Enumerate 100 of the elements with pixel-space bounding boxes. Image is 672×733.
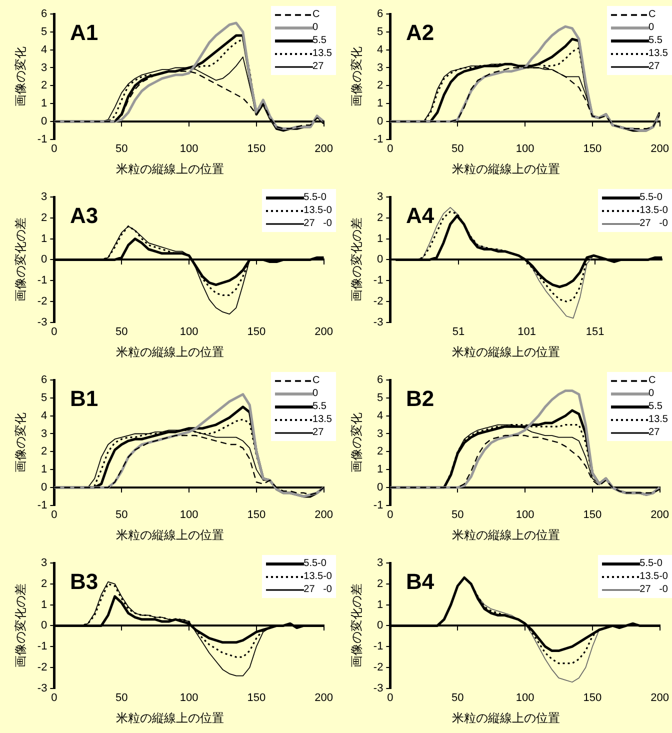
legend-label: 27 [312,60,324,73]
x-tick-label: 50 [115,326,128,338]
y-tick-label: 2 [377,578,384,590]
y-tick-label: 3 [41,191,48,204]
x-tick-label: 200 [314,326,334,338]
legend-label: 0 [312,387,318,400]
chart-title: A2 [406,20,434,46]
y-tick-label: 1 [41,98,48,110]
y-tick-label: 4 [41,44,48,56]
x-axis-title: 米粒の縦線上の位置 [452,711,560,726]
legend-label: 13.5 [648,47,668,60]
y-tick-label: 2 [377,80,384,92]
y-tick-label: 1 [41,598,48,611]
legend-label: 5.5 [648,34,662,47]
legend-label: C [312,374,320,387]
legend-label: 0 [648,21,654,34]
x-tick-label: 0 [51,692,58,704]
x-tick-label: 101 [518,326,536,338]
y-tick-label: -3 [373,316,384,328]
legend-label: 13.5 [312,413,332,426]
y-tick-label: 4 [41,410,48,422]
x-tick-label: 200 [650,143,670,156]
y-tick-label: -1 [373,499,384,512]
y-tick-label: 1 [377,598,384,611]
y-tick-label: 2 [377,212,384,224]
y-tick-label: 0 [377,116,384,128]
y-tick-label: 1 [377,464,384,476]
chart-title: B2 [406,386,434,412]
y-tick-label: 3 [377,557,384,570]
y-tick-label: 0 [377,254,384,266]
y-tick-label: -3 [373,682,384,694]
y-tick-label: 3 [41,62,48,74]
chart-title: B4 [406,569,434,595]
y-axis-title: 画像の変化の差 [350,584,364,668]
legend-label: 27 [648,426,660,439]
y-tick-label: -2 [37,296,48,308]
x-tick-label: 0 [51,326,58,338]
x-tick-label: 100 [180,143,198,156]
x-tick-label: 150 [247,143,266,156]
legend-label: 27 [648,60,660,73]
y-tick-label: 1 [377,232,384,245]
chart-title: B1 [70,386,98,412]
x-tick-label: 50 [115,509,128,522]
x-axis-title: 米粒の縦線上の位置 [452,162,560,176]
y-axis-title: 画像の変化の差 [14,218,28,302]
x-tick-label: 50 [451,509,464,522]
y-tick-label: -1 [37,499,48,512]
y-tick-label: -1 [373,133,384,146]
y-tick-label: 6 [41,8,48,20]
y-tick-label: 3 [377,428,384,440]
y-axis-title: 画像の変化 [14,412,28,473]
y-tick-label: 0 [377,482,384,494]
legend-label: 13.5-0 [304,570,332,583]
y-tick-label: 0 [377,620,384,632]
legend-label: 5.5 [312,400,326,413]
legend-label: 27 [312,426,324,439]
y-tick-label: 5 [41,26,48,38]
x-tick-label: 0 [387,143,394,156]
x-axis-title: 米粒の縦線上の位置 [116,711,224,726]
y-tick-label: 4 [377,410,384,422]
chart-title: B3 [70,569,98,595]
x-tick-label: 100 [180,326,198,338]
y-tick-label: 6 [377,8,384,20]
chart-title: A3 [70,203,98,229]
legend-label: C [312,8,320,21]
x-axis-title: 米粒の縦線上の位置 [116,345,224,360]
x-tick-label: 51 [452,326,465,338]
y-tick-label: 1 [41,464,48,476]
legend-label: 13.5-0 [304,204,332,217]
y-axis-title: 画像の変化の差 [14,584,28,668]
x-axis-title: 米粒の縦線上の位置 [452,345,560,360]
legend-label: 0 [312,21,318,34]
x-axis-title: 米粒の縦線上の位置 [452,528,560,542]
y-tick-label: 0 [41,254,48,266]
x-tick-label: 150 [583,143,602,156]
x-tick-label: 150 [583,692,602,704]
x-tick-label: 50 [451,692,464,704]
x-tick-label: 200 [314,692,334,704]
x-tick-label: 200 [650,692,670,704]
y-tick-label: 1 [377,98,384,110]
legend-label: 5.5-0 [304,557,326,570]
y-tick-label: -1 [37,274,48,287]
y-tick-label: 2 [41,212,48,224]
y-tick-label: 5 [377,26,384,38]
y-tick-label: -1 [37,133,48,146]
y-tick-label: -3 [37,682,48,694]
legend-label: 13.5 [648,413,668,426]
x-tick-label: 151 [586,326,604,338]
legend-label: 27 -0 [304,217,332,230]
y-tick-label: -1 [37,640,48,653]
chart-title: A4 [406,203,434,229]
legend-label: 27 -0 [640,217,668,230]
y-tick-label: 6 [377,374,384,386]
x-tick-label: 50 [115,692,128,704]
x-tick-label: 150 [583,509,602,522]
x-tick-label: 200 [650,509,670,522]
legend-label: 27 -0 [304,583,332,596]
x-tick-label: 0 [51,509,58,522]
y-tick-label: -2 [37,662,48,674]
x-tick-label: 0 [387,509,394,522]
